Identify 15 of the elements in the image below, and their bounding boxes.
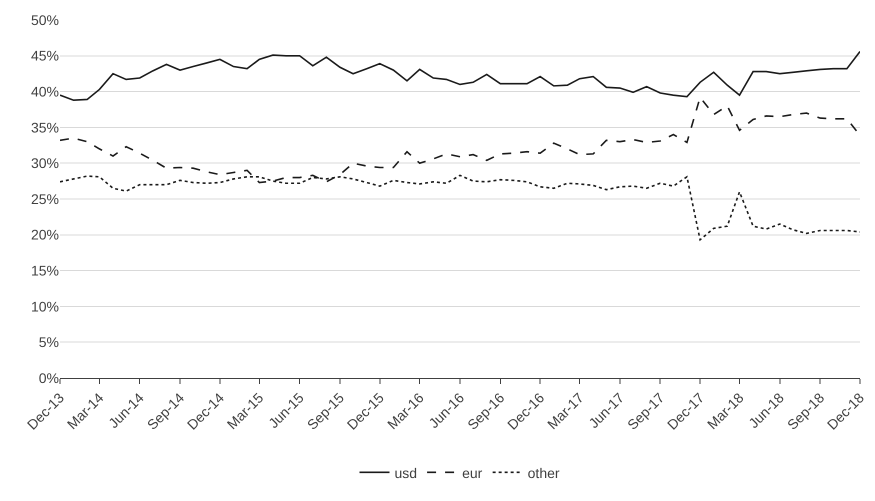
- y-tick-label: 25%: [30, 190, 59, 207]
- legend-label: other: [528, 464, 560, 481]
- legend-label: eur: [462, 464, 483, 481]
- y-tick-label: 5%: [38, 334, 59, 350]
- y-tick-label: 0%: [38, 370, 59, 386]
- y-tick-label: 35%: [30, 119, 59, 136]
- y-tick-label: 50%: [30, 12, 59, 28]
- legend-label: usd: [394, 464, 418, 481]
- y-tick-label: 45%: [30, 48, 59, 64]
- line-series: [60, 50, 860, 101]
- y-tick-label: 15%: [30, 262, 59, 278]
- y-tick-label: 10%: [30, 298, 59, 314]
- y-tick-label: 20%: [30, 226, 59, 243]
- y-tick-label: 30%: [30, 155, 59, 172]
- y-tick-label: 40%: [30, 84, 59, 100]
